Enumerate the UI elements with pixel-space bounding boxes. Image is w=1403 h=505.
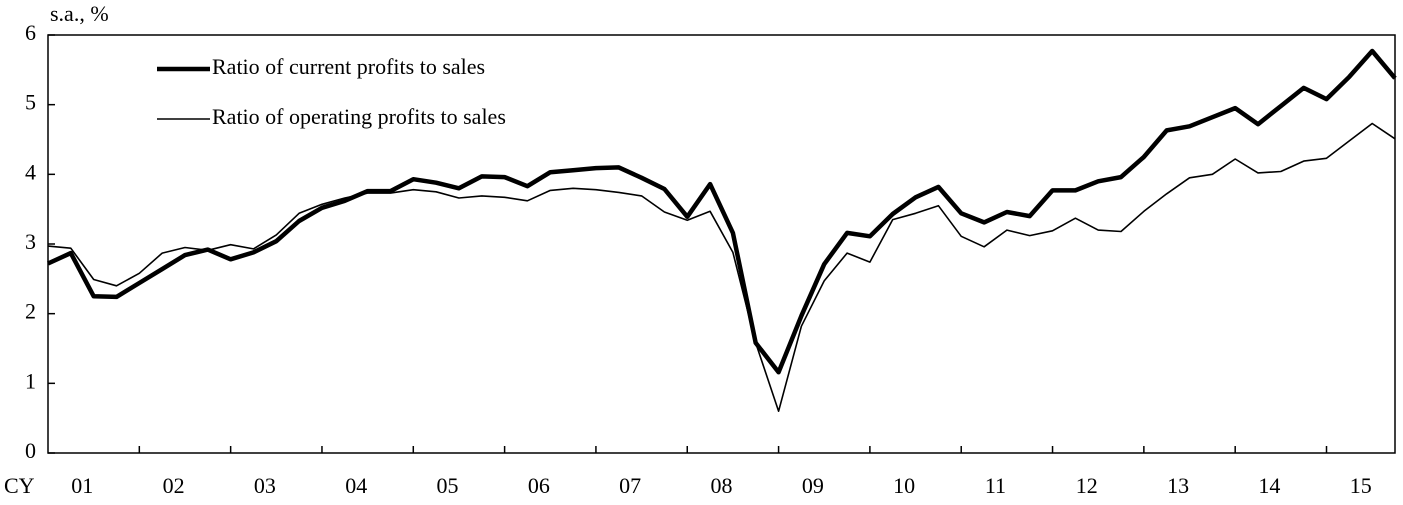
x-tick-label: 04 <box>345 473 367 498</box>
y-tick-label: 0 <box>25 438 36 463</box>
y-tick-label: 5 <box>25 90 36 115</box>
x-tick-label: 14 <box>1258 473 1280 498</box>
x-tick-label: 15 <box>1350 473 1372 498</box>
x-tick-label: 06 <box>528 473 550 498</box>
y-tick-label: 6 <box>25 20 36 45</box>
x-tick-label: 09 <box>802 473 824 498</box>
legend-label: Ratio of current profits to sales <box>212 54 485 79</box>
x-tick-label: 11 <box>985 473 1006 498</box>
x-tick-label: 12 <box>1076 473 1098 498</box>
y-axis-label: s.a., % <box>50 1 109 26</box>
x-tick-label: 02 <box>163 473 185 498</box>
series-line <box>47 48 1397 375</box>
y-tick-label: 3 <box>25 229 36 254</box>
plot-frame <box>47 34 1396 454</box>
x-tick-label: 13 <box>1167 473 1189 498</box>
x-tick-label: 03 <box>254 473 276 498</box>
x-tick-label: 07 <box>619 473 641 498</box>
x-tick-label: 05 <box>437 473 459 498</box>
x-tick-label: 01 <box>71 473 93 498</box>
y-tick-label: 4 <box>25 159 36 184</box>
y-tick-label: 2 <box>25 299 36 324</box>
x-tick-label: 08 <box>711 473 733 498</box>
x-tick-label: 10 <box>893 473 915 498</box>
y-tick-label: 1 <box>25 368 36 393</box>
legend-label: Ratio of operating profits to sales <box>212 104 506 129</box>
series-line <box>47 122 1396 413</box>
x-axis-label: CY <box>4 473 35 498</box>
